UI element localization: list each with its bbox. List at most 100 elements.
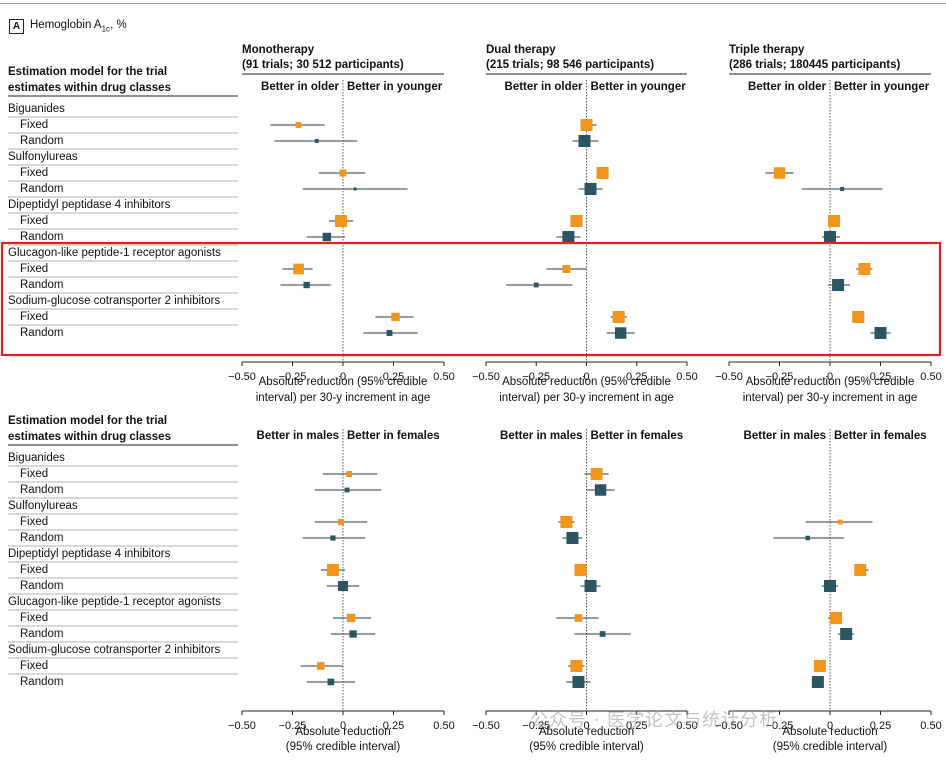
x-tick-label: 0.50 — [920, 720, 941, 732]
group-label: Biguanides — [8, 103, 65, 115]
row-label-fixed: Fixed — [20, 119, 48, 131]
panel-column-title: Monotherapy — [242, 44, 315, 56]
x-tick-label: 0.25 — [383, 371, 404, 383]
panel-title-subscript: 1c — [101, 24, 111, 34]
highlight-box — [0, 241, 942, 357]
group-label: Sodium-glucose cotransporter 2 inhibitor… — [8, 295, 220, 307]
panel-title-text: Hemoglobin A — [30, 19, 102, 32]
row-label-fixed: Fixed — [20, 516, 48, 528]
x-tick-label: −0.50 — [715, 371, 743, 383]
point-estimate-random — [566, 532, 579, 544]
point-estimate-random — [330, 535, 336, 541]
row-label-random: Random — [20, 183, 63, 195]
x-tick-label: −0.25 — [522, 720, 550, 732]
x-tick-label: 0 — [340, 371, 346, 383]
x-tick-label: 0 — [827, 371, 833, 383]
panel-column-subtitle: (286 trials; 180445 participants) — [729, 59, 900, 71]
point-estimate-fixed — [334, 215, 347, 227]
point-estimate-random — [805, 535, 811, 541]
watermark-text: 公众号 · 医学论文与统计分析 — [530, 710, 779, 731]
row-label-random: Random — [20, 279, 63, 291]
row-label-fixed: Fixed — [20, 612, 48, 624]
direction-label-right: Better in females — [347, 430, 440, 442]
x-axis-label-line2: interval) per 30-y increment in age — [743, 392, 918, 404]
point-estimate-random — [824, 231, 836, 243]
row-label-random: Random — [20, 327, 63, 339]
direction-label-right: Better in females — [591, 430, 684, 442]
point-estimate-random — [344, 487, 350, 493]
x-tick-label: 0 — [583, 371, 589, 383]
row-label-random: Random — [20, 676, 63, 688]
row-label-fixed: Fixed — [20, 263, 48, 275]
x-axis-label-line1: Absolute reduction — [295, 726, 390, 738]
point-estimate-random — [832, 279, 845, 291]
row-label-random: Random — [20, 231, 63, 243]
point-estimate-random — [840, 628, 853, 640]
point-estimate-fixed — [295, 122, 302, 128]
point-estimate-fixed — [830, 612, 843, 624]
panel-letter: A — [9, 19, 24, 34]
group-label: Glucagon-like peptide-1 receptor agonist… — [8, 596, 221, 608]
x-tick-label: −0.50 — [472, 371, 500, 383]
point-estimate-fixed — [560, 516, 573, 528]
point-estimate-random — [811, 676, 824, 688]
direction-label-left: Better in males — [257, 430, 339, 442]
row-label-fixed: Fixed — [20, 167, 48, 179]
point-estimate-random — [386, 330, 393, 336]
group-label: Sulfonylureas — [8, 151, 78, 163]
x-axis-label-line2: (95% credible interval) — [773, 741, 888, 753]
direction-label-right: Better in females — [834, 430, 927, 442]
point-estimate-random — [874, 327, 887, 339]
left-header-line1: Estimation model for the trial — [8, 415, 167, 427]
point-estimate-fixed — [337, 518, 345, 526]
x-axis-label-line2: (95% credible interval) — [286, 741, 401, 753]
x-tick-label: 0 — [340, 720, 346, 732]
point-estimate-random — [614, 327, 627, 339]
direction-label-right: Better in younger — [591, 81, 687, 93]
point-estimate-fixed — [326, 564, 339, 576]
x-tick-label: 0.50 — [920, 371, 941, 383]
point-estimate-fixed — [316, 662, 325, 670]
direction-label-right: Better in younger — [834, 81, 930, 93]
direction-label-left: Better in males — [500, 430, 582, 442]
point-estimate-random — [327, 678, 335, 686]
left-header-line1: Estimation model for the trial — [8, 66, 167, 78]
point-estimate-random — [584, 580, 597, 592]
direction-label-right: Better in younger — [347, 81, 443, 93]
x-tick-label: 0.50 — [433, 371, 454, 383]
point-estimate-fixed — [854, 564, 867, 576]
point-estimate-random — [584, 183, 597, 195]
row-label-fixed: Fixed — [20, 311, 48, 323]
x-tick-label: −0.25 — [279, 720, 307, 732]
row-label-random: Random — [20, 135, 63, 147]
point-estimate-random — [599, 631, 606, 637]
x-tick-label: 0.25 — [870, 720, 891, 732]
panel-column-title: Dual therapy — [486, 44, 556, 56]
point-estimate-fixed — [346, 471, 353, 477]
x-tick-label: −0.50 — [472, 720, 500, 732]
x-tick-label: −0.25 — [766, 720, 794, 732]
point-estimate-fixed — [858, 263, 871, 275]
point-estimate-fixed — [391, 312, 400, 322]
point-estimate-fixed — [813, 660, 826, 672]
x-axis-label-line1: Absolute reduction — [539, 726, 634, 738]
x-tick-label: 0 — [583, 720, 589, 732]
point-estimate-fixed — [852, 311, 865, 323]
row-label-random: Random — [20, 532, 63, 544]
x-axis-label-line1: Absolute reduction (95% credible — [259, 376, 428, 388]
x-axis-label-line2: (95% credible interval) — [529, 741, 644, 753]
direction-label-left: Better in older — [261, 81, 339, 93]
point-estimate-random — [594, 484, 607, 496]
point-estimate-fixed — [837, 519, 843, 525]
x-tick-label: 0.25 — [626, 720, 647, 732]
point-estimate-fixed — [773, 167, 786, 179]
top-rule — [0, 3, 946, 4]
x-axis-label-line2: interval) per 30-y increment in age — [499, 392, 674, 404]
group-label: Biguanides — [8, 452, 65, 464]
row-label-fixed: Fixed — [20, 468, 48, 480]
group-label: Sodium-glucose cotransporter 2 inhibitor… — [8, 644, 220, 656]
x-tick-label: −0.25 — [766, 371, 794, 383]
panel-column-subtitle: (215 trials; 98 546 participants) — [486, 59, 654, 71]
x-tick-label: 0.25 — [626, 371, 647, 383]
